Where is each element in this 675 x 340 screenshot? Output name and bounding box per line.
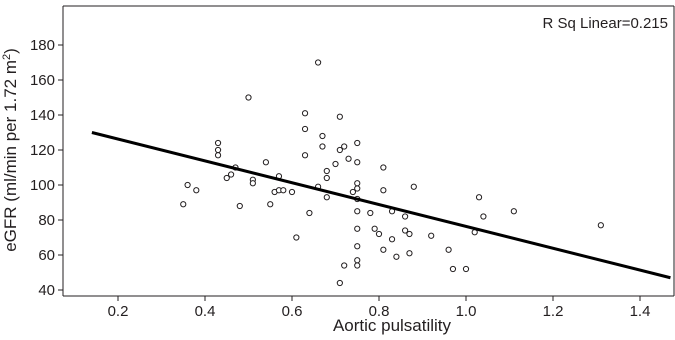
data-point bbox=[354, 208, 361, 215]
data-point bbox=[280, 187, 287, 194]
y-tick-label: 60 bbox=[38, 247, 55, 264]
plot-frame bbox=[62, 5, 675, 297]
data-point bbox=[301, 110, 309, 117]
data-point bbox=[336, 146, 343, 154]
data-point bbox=[475, 194, 483, 201]
data-point bbox=[228, 171, 235, 178]
y-axis-label: eGFR (ml/min per 1.72 m2) bbox=[1, 48, 20, 252]
data-point bbox=[214, 146, 222, 154]
data-point bbox=[406, 250, 413, 257]
data-point bbox=[354, 225, 361, 232]
data-point bbox=[510, 208, 517, 215]
y-axis-label-main: eGFR (ml/min per 1.72 m bbox=[1, 60, 20, 252]
regression-line bbox=[91, 131, 671, 280]
data-point bbox=[367, 209, 374, 217]
data-point bbox=[223, 174, 230, 182]
data-point bbox=[354, 262, 361, 269]
data-point bbox=[354, 159, 361, 166]
x-tick-label: 1.4 bbox=[630, 303, 651, 320]
data-point bbox=[449, 265, 457, 273]
y-tick-label: 180 bbox=[30, 37, 55, 54]
data-point bbox=[341, 143, 348, 150]
y-tick-label: 100 bbox=[30, 177, 55, 194]
data-point bbox=[323, 174, 330, 182]
data-point bbox=[319, 143, 326, 150]
data-point bbox=[336, 113, 343, 120]
y-tick-label: 120 bbox=[30, 142, 55, 159]
data-point bbox=[402, 227, 409, 234]
data-point bbox=[480, 213, 487, 220]
data-point bbox=[249, 180, 256, 187]
data-point bbox=[301, 152, 309, 159]
data-point bbox=[380, 246, 387, 253]
data-point bbox=[380, 164, 387, 171]
data-point bbox=[375, 230, 383, 238]
data-point bbox=[345, 155, 352, 162]
data-point bbox=[402, 213, 409, 220]
data-point bbox=[341, 262, 348, 269]
x-axis-label: Aortic pulsatility bbox=[333, 316, 452, 335]
data-point bbox=[193, 187, 200, 194]
data-point bbox=[349, 188, 356, 196]
x-tick-label: 0.2 bbox=[108, 303, 129, 320]
y-tick-label: 80 bbox=[38, 212, 55, 229]
data-point bbox=[180, 201, 187, 208]
data-point bbox=[301, 125, 309, 133]
data-point bbox=[323, 194, 330, 201]
y-axis: 40 60 80 100 120 140 160 180 bbox=[30, 37, 63, 299]
data-point bbox=[410, 183, 417, 190]
x-tick-label: 1.0 bbox=[456, 303, 477, 320]
y-axis-label-tail: ) bbox=[1, 48, 20, 54]
data-point bbox=[597, 222, 604, 229]
x-tick-label: 0.4 bbox=[195, 303, 216, 320]
data-point bbox=[214, 152, 222, 159]
data-point bbox=[354, 257, 361, 264]
data-point bbox=[288, 188, 296, 196]
data-point bbox=[236, 202, 243, 210]
data-point bbox=[315, 59, 322, 66]
data-point bbox=[319, 132, 326, 140]
data-point bbox=[354, 139, 361, 147]
data-point bbox=[306, 209, 313, 217]
data-point bbox=[336, 279, 343, 287]
data-point bbox=[445, 246, 452, 253]
data-point bbox=[393, 253, 400, 260]
x-axis: 0.2 0.4 0.6 0.8 1.0 1.2 1.4 bbox=[108, 296, 651, 320]
y-tick-label: 140 bbox=[30, 107, 55, 124]
x-tick-label: 0.8 bbox=[369, 303, 390, 320]
data-point bbox=[380, 187, 387, 194]
data-point bbox=[354, 185, 361, 192]
y-tick-label: 40 bbox=[38, 282, 55, 299]
data-points bbox=[180, 59, 604, 287]
data-point bbox=[293, 234, 300, 241]
data-point bbox=[245, 94, 252, 101]
x-tick-label: 0.6 bbox=[282, 303, 303, 320]
x-tick-label: 1.2 bbox=[543, 303, 564, 320]
data-point bbox=[323, 167, 330, 175]
data-point bbox=[354, 180, 361, 187]
data-point bbox=[184, 181, 191, 189]
data-point bbox=[462, 265, 470, 273]
regression-line-group bbox=[91, 131, 671, 280]
y-tick-label: 160 bbox=[30, 72, 55, 89]
data-point bbox=[267, 201, 274, 208]
data-point bbox=[214, 139, 222, 147]
data-point bbox=[406, 230, 413, 238]
data-point bbox=[262, 159, 269, 166]
data-point bbox=[371, 225, 378, 232]
y-axis-label-superscript: 2 bbox=[1, 54, 13, 60]
data-point bbox=[428, 232, 435, 239]
data-point bbox=[388, 236, 396, 243]
data-point bbox=[354, 243, 361, 250]
data-point bbox=[332, 160, 339, 168]
r-squared-annotation: R Sq Linear=0.215 bbox=[542, 15, 668, 32]
